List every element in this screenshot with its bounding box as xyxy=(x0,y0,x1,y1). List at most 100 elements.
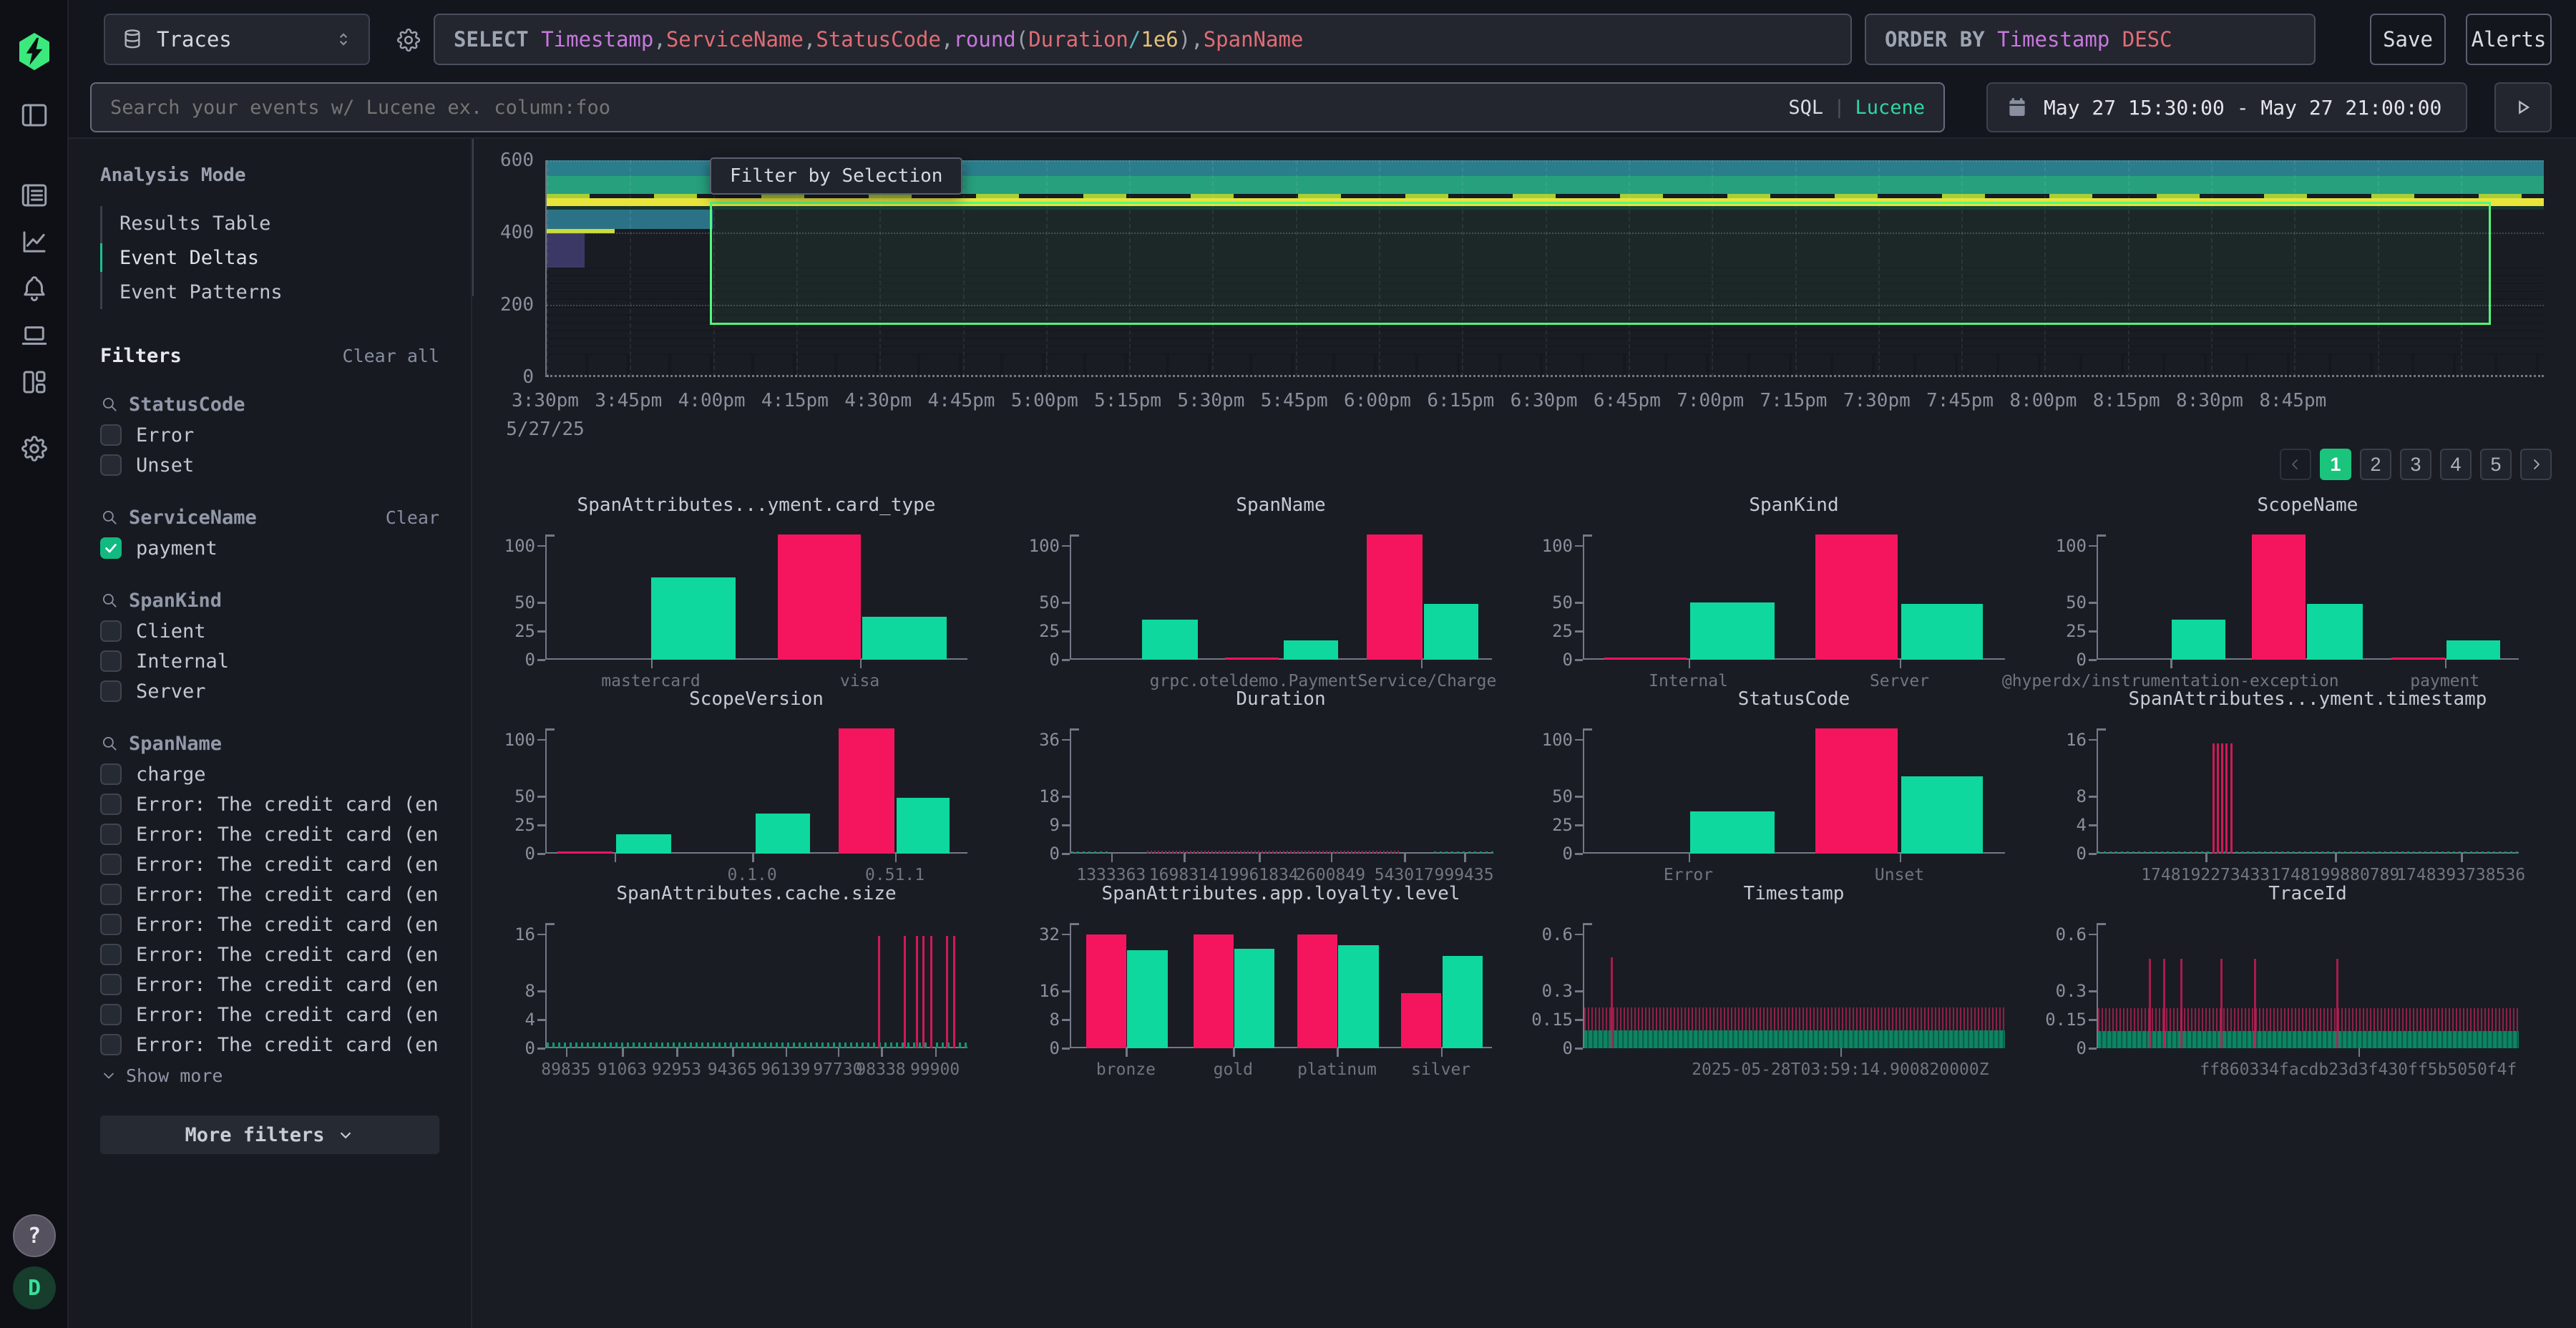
mini-chart-spanattributes-yment-card-type[interactable]: SpanAttributes...yment.card_type10050250… xyxy=(467,492,982,713)
language-lucene-toggle[interactable]: Lucene xyxy=(1855,97,1925,119)
filter-option-row[interactable]: Error: The credit card (end… xyxy=(100,849,439,879)
mini-y-label: 16 xyxy=(991,981,1060,1001)
mini-chart-scopename[interactable]: ScopeName10050250@hyperdx/instrumentatio… xyxy=(2018,492,2533,713)
checkbox-icon[interactable] xyxy=(100,680,122,702)
rail-logs-icon[interactable] xyxy=(0,179,69,212)
mini-y-label: 0 xyxy=(2018,1038,2087,1058)
help-button[interactable]: ? xyxy=(13,1214,56,1257)
filter-option-row[interactable]: payment xyxy=(100,533,439,563)
pagination-page-1[interactable]: 1 xyxy=(2320,449,2351,480)
clear-all-filters-link[interactable]: Clear all xyxy=(343,346,439,366)
filter-by-selection-tooltip[interactable]: Filter by Selection xyxy=(710,157,962,195)
rail-layout-sidebar-icon[interactable] xyxy=(0,99,69,132)
search-icon[interactable] xyxy=(100,734,119,753)
rail-bell-icon[interactable] xyxy=(0,272,69,305)
mini-y-tick xyxy=(1575,659,1583,661)
checkbox-icon[interactable] xyxy=(100,1004,122,1025)
show-more-link[interactable]: Show more xyxy=(100,1060,439,1091)
checkbox-icon[interactable] xyxy=(100,974,122,995)
mini-y-label: 100 xyxy=(2018,536,2087,556)
mini-x-label: 94365 xyxy=(708,1060,757,1079)
checkbox-icon[interactable] xyxy=(100,650,122,672)
mini-y-label: 0.15 xyxy=(1504,1010,1573,1030)
user-avatar[interactable]: D xyxy=(13,1266,56,1309)
mini-y-tick xyxy=(1062,934,1070,936)
mini-chart-statuscode[interactable]: StatusCode10050250ErrorUnset xyxy=(1504,685,2019,907)
mini-y-tick xyxy=(537,824,545,826)
rail-layout-dashboard-icon[interactable] xyxy=(0,366,69,399)
search-icon[interactable] xyxy=(100,591,119,610)
mini-chart-spanattributes-yment-timestamp[interactable]: SpanAttributes...yment.timestamp16840174… xyxy=(2018,685,2533,907)
checkbox-icon[interactable] xyxy=(100,824,122,845)
filter-option-row[interactable]: Internal xyxy=(100,646,439,676)
filter-group-clear-link[interactable]: Clear xyxy=(386,507,439,528)
source-settings-gear-icon[interactable] xyxy=(387,24,430,56)
analysis-mode-item-results-table[interactable]: Results Table xyxy=(102,206,439,240)
rail-laptop-icon[interactable] xyxy=(0,319,69,352)
pagination-page-5[interactable]: 5 xyxy=(2480,449,2512,480)
pagination-next-button[interactable] xyxy=(2520,449,2552,480)
mini-chart-traceid[interactable]: TraceId0.60.30.150ff860334facdb23d3f430f… xyxy=(2018,880,2533,1102)
checkbox-checked-icon[interactable] xyxy=(100,537,122,559)
hyperdx-logo[interactable] xyxy=(0,29,69,74)
heatmap-x-tick xyxy=(472,218,474,225)
order-by-editor[interactable]: ORDER BY Timestamp DESC xyxy=(1865,14,2316,65)
run-query-button[interactable] xyxy=(2494,82,2552,132)
mini-chart-scopeversion[interactable]: ScopeVersion100502500.1.00.51.1 xyxy=(467,685,982,907)
heatmap-selection-rect[interactable] xyxy=(710,202,2491,325)
spike xyxy=(2220,959,2223,1048)
filter-option-row[interactable]: Error: The credit card (end… xyxy=(100,879,439,909)
sql-select-editor[interactable]: SELECT Timestamp,ServiceName,StatusCode,… xyxy=(434,14,1852,65)
checkbox-icon[interactable] xyxy=(100,620,122,642)
filter-option-label: Error: The credit card (end… xyxy=(136,794,439,816)
rail-chart-line-icon[interactable] xyxy=(0,225,69,258)
pagination-prev-button[interactable] xyxy=(2280,449,2311,480)
filter-option-row[interactable]: Server xyxy=(100,676,439,706)
filter-option-row[interactable]: charge xyxy=(100,759,439,789)
filter-option-row[interactable]: Error: The credit card (end… xyxy=(100,939,439,970)
filter-option-row[interactable]: Unset xyxy=(100,450,439,480)
filter-option-row[interactable]: Error: The credit card (end… xyxy=(100,1030,439,1060)
mini-chart-spankind[interactable]: SpanKind10050250InternalServer xyxy=(1504,492,2019,713)
filter-option-row[interactable]: Error xyxy=(100,420,439,450)
mini-chart-spanattributes-cache-size[interactable]: SpanAttributes.cache.size168408983591063… xyxy=(467,880,982,1102)
filter-option-row[interactable]: Client xyxy=(100,616,439,646)
save-button[interactable]: Save xyxy=(2370,14,2446,65)
filter-option-row[interactable]: Error: The credit card (end… xyxy=(100,789,439,819)
checkbox-icon[interactable] xyxy=(100,854,122,875)
filter-option-row[interactable]: Error: The credit card (end… xyxy=(100,909,439,939)
checkbox-icon[interactable] xyxy=(100,454,122,476)
filter-option-row[interactable]: Error: The credit card (end… xyxy=(100,970,439,1000)
alerts-button[interactable]: Alerts xyxy=(2466,14,2552,65)
checkbox-icon[interactable] xyxy=(100,794,122,815)
more-filters-button[interactable]: More filters xyxy=(100,1115,439,1154)
date-range-picker[interactable]: May 27 15:30:00 - May 27 21:00:00 xyxy=(1986,82,2467,132)
pagination-page-2[interactable]: 2 xyxy=(2360,449,2391,480)
search-input[interactable] xyxy=(110,97,1788,119)
analysis-mode-item-event-deltas[interactable]: Event Deltas xyxy=(102,240,439,275)
pagination-page-4[interactable]: 4 xyxy=(2440,449,2472,480)
search-icon[interactable] xyxy=(100,395,119,414)
checkbox-icon[interactable] xyxy=(100,914,122,935)
mini-chart-timestamp[interactable]: Timestamp0.60.30.1502025-05-28T03:59:14.… xyxy=(1504,880,2019,1102)
filter-option-label: charge xyxy=(136,763,206,786)
checkbox-icon[interactable] xyxy=(100,763,122,785)
mini-chart-spanname[interactable]: SpanName10050250grpc.oteldemo.PaymentSer… xyxy=(991,492,1506,713)
checkbox-icon[interactable] xyxy=(100,884,122,905)
heatmap-x-label: 4:30pm xyxy=(844,390,912,411)
mini-chart-spanattributes-app-loyalty-level[interactable]: SpanAttributes.app.loyalty.level321680br… xyxy=(991,880,1506,1102)
checkbox-icon[interactable] xyxy=(100,944,122,965)
search-icon[interactable] xyxy=(100,508,119,527)
mini-x-label: ff860334facdb23d3f430ff5b5050f4f xyxy=(2200,1060,2517,1079)
source-select[interactable]: Traces xyxy=(104,14,370,65)
language-sql-toggle[interactable]: SQL xyxy=(1788,97,1823,119)
checkbox-icon[interactable] xyxy=(100,424,122,446)
heatmap-x-tick xyxy=(472,175,474,182)
rail-settings-icon[interactable] xyxy=(0,432,69,465)
mini-chart-duration[interactable]: Duration36189013333631698314199618342600… xyxy=(991,685,1506,907)
analysis-mode-item-event-patterns[interactable]: Event Patterns xyxy=(102,275,439,309)
filter-option-row[interactable]: Error: The credit card (end… xyxy=(100,1000,439,1030)
filter-option-row[interactable]: Error: The credit card (end… xyxy=(100,819,439,849)
pagination-page-3[interactable]: 3 xyxy=(2400,449,2431,480)
checkbox-icon[interactable] xyxy=(100,1034,122,1055)
